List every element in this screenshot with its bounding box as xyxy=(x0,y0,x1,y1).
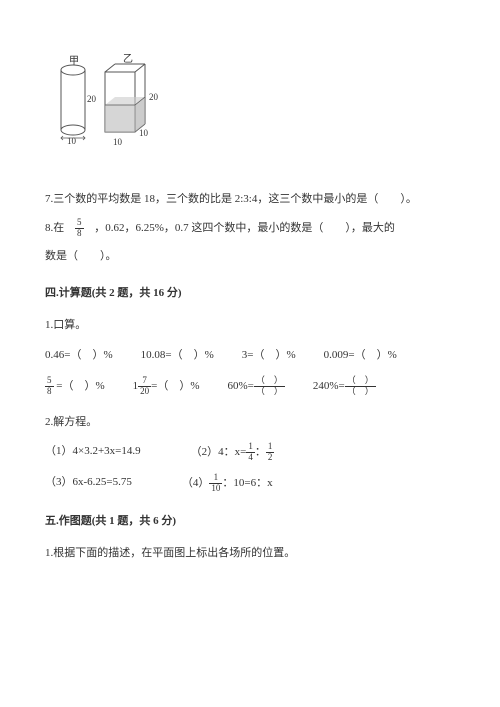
section5-p1: 1.根据下面的描述，在平面图上标出各场所的位置。 xyxy=(45,544,455,564)
section4-header: 四.计算题(共 2 题，共 16 分) xyxy=(45,284,455,304)
eq3: （3）6x-6.25=5.75 xyxy=(45,473,132,494)
dim-20-right: 20 xyxy=(149,92,159,102)
section4-p2: 2.解方程。 xyxy=(45,413,455,433)
section4-p1: 1.口算。 xyxy=(45,316,455,336)
calc-2a-suf: =（ ）% xyxy=(54,380,105,392)
calc-2c: 60%= （ ） （ ） xyxy=(228,376,285,397)
calc-2d: 240%= （ ） （ ） xyxy=(313,376,376,397)
eq4: （4） 1 10 ：10=6：x xyxy=(182,473,273,494)
eq4-f1: 1 10 xyxy=(209,473,222,494)
f2c-den: （ ） xyxy=(254,387,285,397)
calc-2a: 5 8 =（ ）% xyxy=(45,376,105,397)
calc-row1: 0.46=（ ）% 10.08=（ ）% 3=（ ）% 0.009=（ ）% xyxy=(45,346,455,366)
calc-1d: 0.009=（ ）% xyxy=(324,346,397,366)
problem-8-tail: 数是（ ）。 xyxy=(45,247,455,267)
geometry-figure: 甲 20 10 乙 20 10 10 xyxy=(45,50,455,160)
calc-2d-frac: （ ） （ ） xyxy=(345,376,376,397)
calc-2c-pre: 60%= xyxy=(228,380,254,392)
calc-2b-suf: =（ ）% xyxy=(151,380,199,392)
section5-header: 五.作图题(共 1 题，共 6 分) xyxy=(45,512,455,532)
calc-1a: 0.46=（ ）% xyxy=(45,346,113,366)
calc-2d-pre: 240%= xyxy=(313,380,345,392)
calc-2c-frac: （ ） （ ） xyxy=(254,376,285,397)
f2b-den: 20 xyxy=(138,387,151,397)
calc-2b-frac: 7 20 xyxy=(138,376,151,397)
calc-2b: 1 7 20 =（ ）% xyxy=(133,376,200,397)
calc-2a-frac: 5 8 xyxy=(45,376,54,397)
p8-prefix: 8.在 xyxy=(45,222,64,234)
calc-1c: 3=（ ）% xyxy=(242,346,296,366)
eq2-pre: （2）4：x= xyxy=(191,446,247,458)
dim-10-left: 10 xyxy=(67,136,77,146)
eq-row1: （1）4×3.2+3x=14.9 （2）4：x= 1 4 ： 1 2 xyxy=(45,442,455,463)
calc-row2: 5 8 =（ ）% 1 7 20 =（ ）% 60%= （ ） （ ） 240%… xyxy=(45,376,455,397)
p8-fraction: 5 8 xyxy=(75,218,84,239)
eq-row2: （3）6x-6.25=5.75 （4） 1 10 ：10=6：x xyxy=(45,473,455,494)
problem-7: 7.三个数的平均数是 18，三个数的比是 2:3:4，这三个数中最小的是（ ）。 xyxy=(45,190,455,210)
dim-20-left: 20 xyxy=(87,94,97,104)
f2d-den: （ ） xyxy=(345,387,376,397)
eq2-f1: 1 4 xyxy=(246,442,255,463)
dim-10-r1: 10 xyxy=(113,137,123,147)
eq4-suf: ：10=6：x xyxy=(222,477,272,489)
dim-10-r2: 10 xyxy=(139,128,149,138)
f2a-den: 8 xyxy=(45,387,54,397)
label-jia: 甲 xyxy=(69,56,79,67)
label-yi: 乙 xyxy=(123,53,133,65)
problem-8: 8.在 5 8 ，0.62，6.25%，0.7 这四个数中，最小的数是（ ），最… xyxy=(45,218,455,239)
eq2-mid: ： xyxy=(255,446,266,458)
p8-middle: ，0.62，6.25%，0.7 这四个数中，最小的数是（ ），最大的 xyxy=(94,222,395,234)
eq1: （1）4×3.2+3x=14.9 xyxy=(45,442,141,463)
eq4-d1: 10 xyxy=(209,484,222,494)
eq2-d2: 2 xyxy=(266,453,275,463)
p8-den: 8 xyxy=(75,229,84,239)
eq2-f2: 1 2 xyxy=(266,442,275,463)
calc-1b: 10.08=（ ）% xyxy=(141,346,214,366)
eq2-d1: 4 xyxy=(246,453,255,463)
eq4-pre: （4） xyxy=(182,477,210,489)
cylinder-cube-svg: 甲 20 10 乙 20 10 10 xyxy=(45,50,185,160)
eq2: （2）4：x= 1 4 ： 1 2 xyxy=(191,442,275,463)
